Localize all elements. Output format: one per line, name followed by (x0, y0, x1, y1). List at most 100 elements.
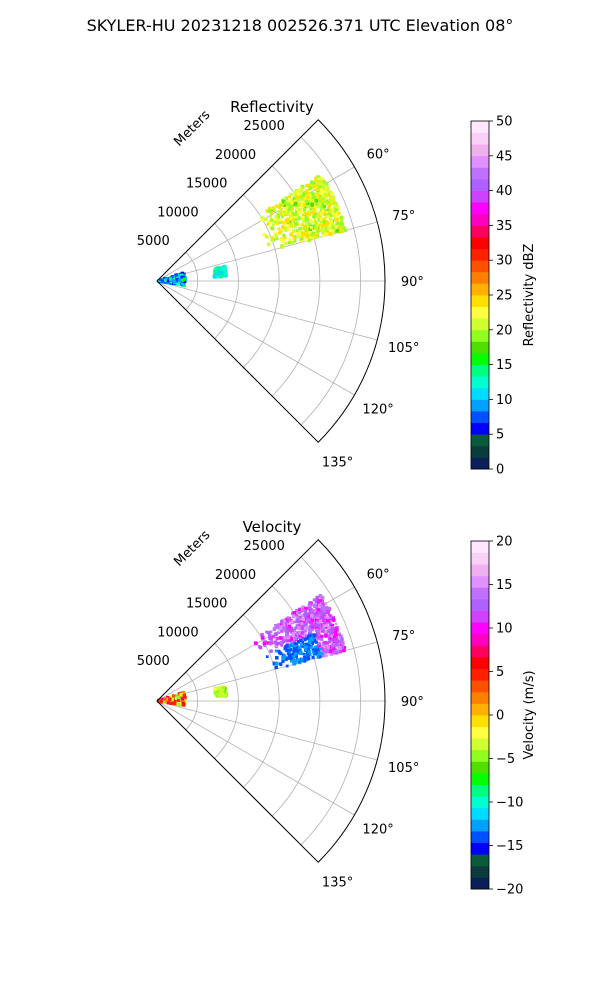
echo-gate (221, 273, 225, 277)
echo-gate (282, 233, 286, 237)
angle-tick-label: 120° (362, 403, 393, 418)
echo-gate (285, 218, 289, 223)
echo-gate (321, 177, 325, 181)
echo-gate (325, 220, 329, 223)
echo-gate (281, 639, 286, 644)
echo-gate (277, 649, 281, 653)
echo-gate (216, 266, 221, 270)
echo-gate (302, 620, 306, 624)
echo-gate (307, 634, 311, 639)
echo-gate (286, 200, 290, 204)
echo-gate (182, 694, 186, 698)
echo-gate (289, 204, 293, 208)
echo-gate (266, 630, 271, 635)
echo-gate (314, 635, 318, 639)
panel-title: Reflectivity (230, 98, 314, 116)
echo-gate (318, 655, 322, 659)
echo-gate (321, 651, 325, 655)
angle-tick-label: 60° (367, 147, 390, 162)
echo-gate (340, 223, 344, 226)
echo-gate (308, 222, 312, 226)
echo-gate (302, 652, 305, 656)
echo-gate (293, 639, 296, 643)
echo-gate (335, 637, 339, 641)
echo-gate (268, 206, 272, 211)
echo-gate (312, 213, 316, 217)
colorbar-tick-label: −15 (496, 839, 523, 854)
echo-gate (304, 226, 308, 230)
echo-gate (315, 182, 319, 186)
echo-gate (332, 206, 336, 210)
echo-gate (283, 624, 288, 628)
echo-gate (302, 215, 306, 219)
echo-gate (300, 631, 304, 635)
echo-gate (304, 190, 308, 194)
colorbar-segment (471, 761, 489, 774)
echo-gate (322, 230, 325, 234)
colorbar-tick-label: 25 (496, 289, 513, 304)
echo-gate (290, 642, 294, 646)
echo-gate (317, 630, 321, 634)
colorbar-segment (471, 283, 489, 296)
echo-gate (303, 208, 307, 212)
colorbar-tick-label: −5 (496, 752, 515, 767)
echo-gate (220, 691, 224, 695)
echo-gate (324, 222, 329, 227)
echo-gate (213, 269, 217, 273)
echo-gate (314, 651, 318, 655)
echo-gate (298, 619, 302, 623)
echo-gate (335, 211, 339, 215)
echo-gate (275, 656, 279, 660)
echo-gate (315, 179, 319, 182)
echo-gate (329, 652, 334, 656)
echo-gate (291, 229, 296, 233)
echo-gate (321, 647, 325, 651)
echo-gate (304, 648, 308, 651)
echo-gate (298, 197, 303, 202)
colorbar-tick-label: 5 (496, 665, 504, 680)
echo-gate (318, 605, 321, 609)
echo-gate (289, 627, 293, 631)
echo-gate (288, 647, 293, 652)
colorbar-segment (471, 190, 489, 203)
echo-gate (319, 636, 323, 640)
echo-gate (270, 238, 274, 242)
angular-gridline (156, 280, 378, 341)
colorbar-segment (471, 784, 489, 797)
echo-gate (308, 218, 313, 222)
echo-gate (260, 633, 264, 637)
echo-gate (281, 659, 285, 663)
echo-gate (254, 641, 258, 646)
echo-gate (325, 183, 329, 187)
echo-gate (322, 187, 327, 192)
colorbar-segment (471, 599, 489, 611)
echo-gate (326, 188, 330, 193)
echo-gate (295, 619, 300, 624)
echo-gate (280, 622, 284, 625)
echo-gate (328, 617, 332, 621)
echo-gate (297, 201, 300, 205)
colorbar-tick-label: 40 (496, 184, 513, 199)
sector-outline (156, 119, 386, 443)
echo-gate (277, 631, 281, 635)
radial-tick-label: 20000 (215, 568, 256, 583)
echo-gate (296, 223, 300, 227)
echo-gate (323, 213, 326, 216)
echo-gate (325, 210, 329, 214)
echo-gate (292, 643, 297, 648)
colorbar-segment (471, 796, 489, 809)
echo-gate (270, 226, 275, 231)
echo-gate (313, 603, 318, 607)
echo-gate (308, 198, 313, 202)
colorbar-tick-label: 10 (496, 622, 513, 637)
colorbar-segment (471, 457, 489, 470)
echo-gate (216, 689, 220, 694)
echo-gate (287, 653, 291, 657)
echo-field (157, 594, 347, 707)
echo-gate (290, 201, 294, 205)
echo-gate (289, 192, 293, 197)
echo-gate (292, 611, 296, 615)
echo-gate (295, 229, 299, 232)
echo-gate (316, 613, 321, 618)
colorbar-segment (471, 854, 489, 867)
